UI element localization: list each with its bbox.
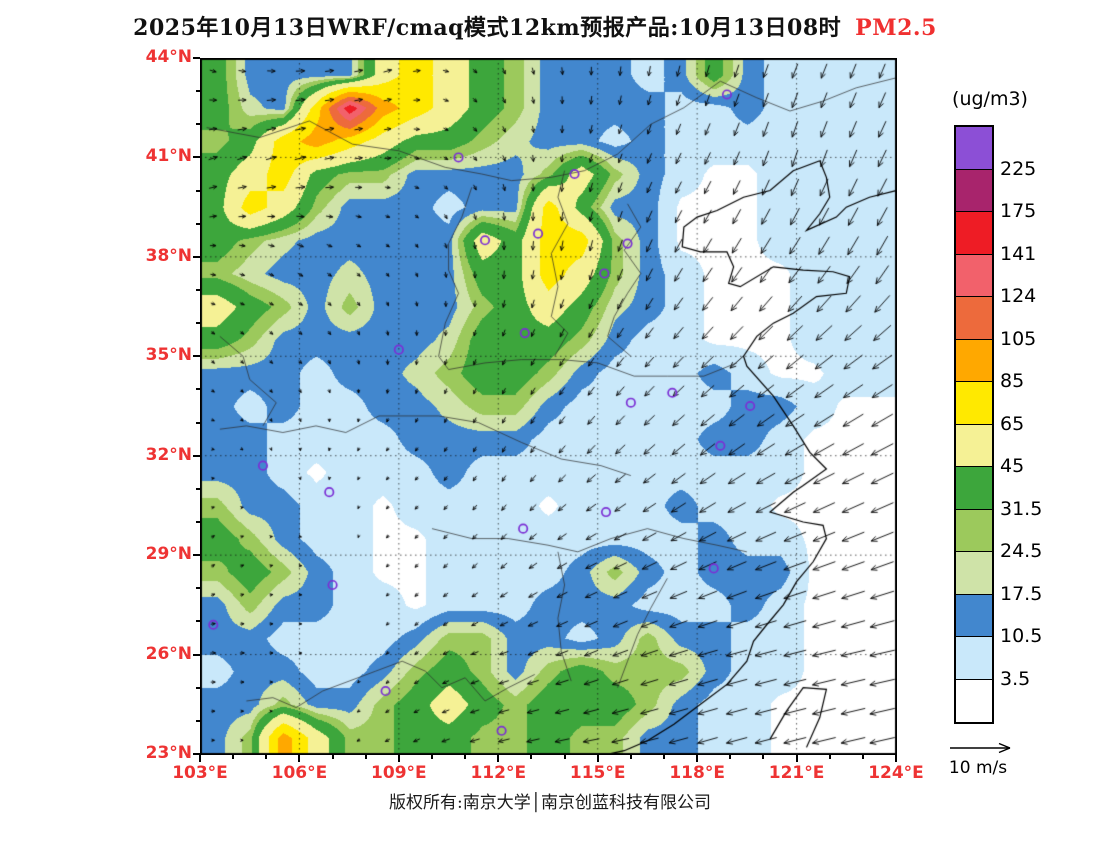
lon-axis-tick bbox=[895, 755, 897, 762]
lat-axis-tick bbox=[196, 521, 200, 523]
colorbar-value-label: 175 bbox=[1000, 200, 1037, 222]
lon-axis-tick bbox=[795, 755, 798, 762]
lat-axis-tick bbox=[196, 90, 200, 93]
lat-tick-label: 32°N bbox=[145, 444, 192, 465]
legend-units-label: (ug/m3) bbox=[952, 88, 1028, 110]
lat-axis-tick bbox=[193, 454, 200, 457]
colorbar-value-label: 45 bbox=[1000, 455, 1025, 477]
map-area bbox=[200, 58, 897, 755]
colorbar-cell bbox=[956, 467, 992, 510]
lat-tick-label: 26°N bbox=[145, 643, 192, 664]
lon-tick-label: 121°E bbox=[768, 763, 825, 783]
lat-axis-tick bbox=[193, 554, 200, 557]
lon-axis-tick bbox=[828, 755, 831, 759]
wind-reference-arrow-icon bbox=[950, 742, 1011, 754]
colorbar-cell bbox=[956, 254, 992, 297]
lon-axis-tick bbox=[232, 755, 235, 759]
pm25-forecast-map bbox=[200, 58, 897, 755]
colorbar-cell bbox=[956, 637, 992, 680]
colorbar-cell bbox=[956, 127, 992, 170]
colorbar-cell bbox=[956, 297, 992, 340]
lat-axis-tick bbox=[193, 355, 200, 358]
colorbar-value-label: 24.5 bbox=[1000, 540, 1043, 562]
lat-axis-tick bbox=[196, 620, 200, 623]
lon-tick-label: 106°E bbox=[271, 763, 328, 783]
lat-tick-label: 38°N bbox=[145, 245, 192, 266]
colorbar-cell bbox=[956, 424, 992, 467]
title-pollutant: PM2.5 bbox=[855, 15, 937, 41]
lon-axis-tick bbox=[199, 755, 201, 762]
lat-axis-tick bbox=[196, 587, 200, 590]
colorbar-cell bbox=[956, 509, 992, 552]
wind-reference-label: 10 m/s bbox=[948, 758, 1008, 778]
colorbar-value-label: 31.5 bbox=[1000, 497, 1043, 520]
colorbar-value-label: 85 bbox=[1000, 370, 1025, 392]
colorbar-cell bbox=[956, 382, 992, 425]
lat-axis-tick bbox=[193, 653, 200, 656]
lon-axis-tick bbox=[729, 755, 732, 759]
colorbar-value-label: 17.5 bbox=[1000, 582, 1043, 605]
lon-tick-label: 124°E bbox=[868, 763, 924, 783]
lat-tick-label: 44°N bbox=[145, 47, 192, 67]
lon-axis-tick bbox=[861, 755, 864, 759]
lon-axis-tick bbox=[464, 755, 467, 759]
title-main: 2025年10月13日WRF/cmaq模式12km预报产品:10月13日08时 bbox=[133, 15, 842, 41]
colorbar-cell bbox=[956, 552, 992, 595]
lat-tick-label: 23°N bbox=[145, 743, 192, 763]
colorbar-value-label: 141 bbox=[1000, 242, 1037, 265]
page-title: 2025年10月13日WRF/cmaq模式12km预报产品:10月13日08时 P… bbox=[0, 10, 1070, 42]
lat-axis-tick bbox=[196, 222, 200, 225]
colorbar bbox=[954, 125, 994, 724]
colorbar-value-label: 65 bbox=[1000, 412, 1025, 435]
lon-axis-tick bbox=[696, 755, 699, 762]
colorbar-value-label: 10.5 bbox=[1000, 625, 1043, 647]
lat-axis-tick bbox=[196, 322, 200, 325]
lon-axis-tick bbox=[331, 755, 334, 759]
lat-axis-tick bbox=[196, 719, 200, 722]
lon-axis-tick bbox=[530, 755, 533, 759]
lon-axis-tick bbox=[663, 755, 665, 759]
lon-axis-tick bbox=[298, 755, 301, 762]
lat-axis-tick bbox=[193, 57, 200, 59]
lon-axis-tick bbox=[265, 755, 268, 759]
lat-tick-label: 41°N bbox=[145, 146, 192, 167]
lon-axis-tick bbox=[397, 755, 400, 762]
lon-axis-tick bbox=[431, 755, 433, 759]
lon-tick-label: 115°E bbox=[569, 763, 626, 783]
lon-axis-tick bbox=[563, 755, 566, 759]
lat-axis-tick bbox=[196, 123, 200, 126]
colorbar-value-label: 124 bbox=[1000, 285, 1037, 307]
lat-axis-tick bbox=[193, 156, 200, 159]
lat-axis-tick bbox=[196, 421, 200, 424]
colorbar-cell bbox=[956, 212, 992, 255]
colorbar-value-label: 225 bbox=[1000, 157, 1037, 180]
lon-tick-label: 103°E bbox=[172, 763, 228, 783]
lon-axis-tick bbox=[762, 755, 765, 759]
copyright-footer: 版权所有:南京大学│南京创蓝科技有限公司 bbox=[389, 793, 711, 813]
lat-axis-tick bbox=[196, 686, 200, 689]
colorbar-cell bbox=[956, 594, 992, 637]
lat-axis-tick bbox=[196, 289, 200, 291]
lon-tick-label: 109°E bbox=[371, 763, 427, 783]
colorbar-cell bbox=[956, 339, 992, 382]
colorbar-cell bbox=[956, 679, 992, 722]
lon-axis-tick bbox=[596, 755, 599, 762]
lon-tick-label: 118°E bbox=[669, 763, 725, 783]
lat-axis-tick bbox=[196, 487, 200, 490]
lon-axis-tick bbox=[497, 755, 500, 762]
lat-tick-label: 29°N bbox=[145, 544, 192, 565]
lat-axis-tick bbox=[196, 189, 200, 192]
lon-axis-tick bbox=[629, 755, 632, 759]
lat-axis-tick bbox=[193, 753, 200, 755]
colorbar-cell bbox=[956, 169, 992, 212]
lon-axis-tick bbox=[364, 755, 367, 759]
lat-tick-label: 35°N bbox=[145, 345, 192, 366]
colorbar-value-label: 105 bbox=[1000, 327, 1037, 350]
colorbar-value-label: 3.5 bbox=[1000, 667, 1031, 690]
lat-axis-tick bbox=[196, 388, 200, 391]
lon-tick-label: 112°E bbox=[470, 763, 527, 783]
lat-axis-tick bbox=[193, 255, 200, 258]
